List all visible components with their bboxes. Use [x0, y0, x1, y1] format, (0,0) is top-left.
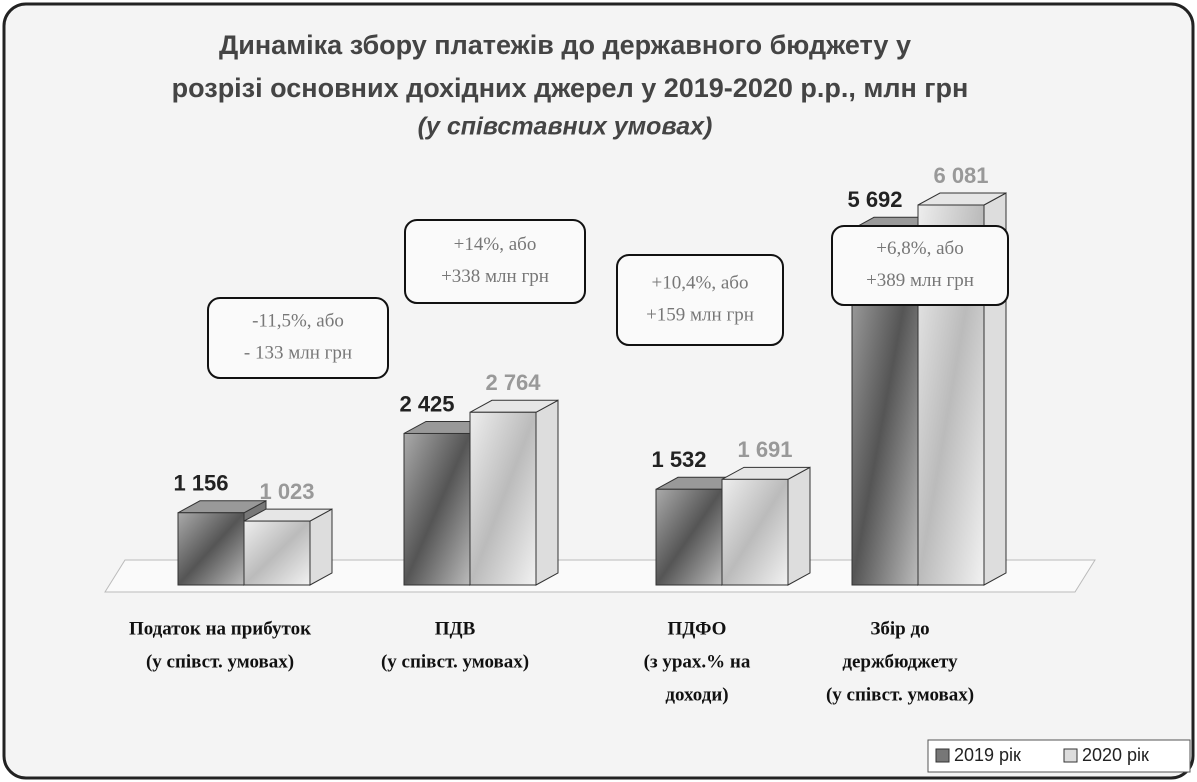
annotation: +6,8%, або [876, 238, 963, 259]
chart-title: розрізі основних дохідних джерел у 2019-… [172, 73, 969, 103]
x-tick-label: (у співст. умовах) [826, 684, 974, 705]
x-tick-label: Збір до [870, 618, 929, 639]
value-label: 1 023 [259, 479, 314, 504]
x-tick-label: держбюджету [842, 651, 958, 672]
legend [927, 739, 1191, 773]
bar-face [403, 432, 471, 586]
x-tick-label: (у співст. умовах) [381, 651, 529, 672]
legend-label: 2019 рік [954, 745, 1021, 765]
value-label: 6 081 [933, 163, 988, 188]
annotation-box [404, 219, 586, 304]
annotation: +14%, або [454, 234, 537, 255]
annotation: +10,4%, або [652, 272, 749, 293]
bar-face [309, 508, 333, 586]
annotation: +338 млн грн [441, 266, 549, 287]
bar-face [721, 478, 789, 586]
annotation-box [207, 297, 389, 379]
value-label: 2 425 [399, 391, 454, 416]
bar [469, 399, 559, 586]
x-tick-label: ПДФО [668, 618, 727, 639]
floor [104, 559, 1096, 593]
annotation-box [616, 254, 784, 346]
value-label: 1 156 [173, 471, 228, 496]
annotation: +159 млн грн [646, 304, 754, 325]
bar [243, 508, 333, 586]
x-tick-label: Податок на прибуток [129, 618, 311, 639]
chart-subtitle: (у співставних умовах) [418, 113, 713, 141]
annotation: -11,5%, або [252, 310, 344, 331]
value-label: 2 764 [485, 370, 541, 395]
x-tick-label: ПДВ [435, 618, 476, 639]
chart-title: Динаміка збору платежів до державного бю… [219, 30, 911, 60]
bar-face [177, 512, 245, 586]
annotation: - 133 млн грн [244, 342, 352, 363]
bar-face [469, 411, 537, 586]
legend-swatch [935, 748, 950, 763]
legend-swatch [1063, 748, 1078, 763]
x-tick-label: (з урах.% на [644, 651, 751, 672]
bar [721, 466, 811, 586]
value-label: 1 532 [651, 447, 706, 472]
bar-face [787, 466, 811, 586]
legend-label: 2020 рік [1082, 745, 1149, 765]
bar-face [655, 488, 723, 586]
annotation: +389 млн грн [866, 270, 974, 291]
bar-face [243, 520, 311, 586]
value-label: 1 691 [737, 437, 792, 462]
value-label: 5 692 [847, 187, 902, 212]
bar-face [535, 399, 559, 586]
annotation-box [831, 225, 1009, 306]
x-tick-label: (у співст. умовах) [146, 651, 294, 672]
x-tick-label: доходи) [665, 684, 728, 705]
